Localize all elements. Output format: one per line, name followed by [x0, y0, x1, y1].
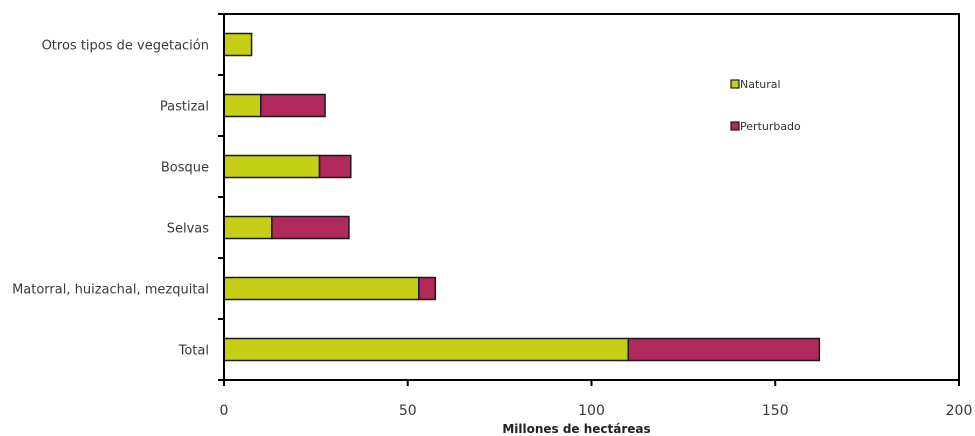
bar-perturbado-4 — [418, 276, 437, 301]
bar-natural-1 — [223, 93, 262, 118]
bar-natural-2 — [223, 154, 321, 179]
x-ticks — [223, 380, 960, 386]
category-label: Pastizal — [160, 100, 209, 115]
bar-natural-5 — [223, 337, 629, 362]
category-label: Selvas — [167, 222, 210, 237]
legend: Natural Perturbado — [730, 78, 801, 133]
category-label: Bosque — [161, 161, 209, 176]
x-tick-label: 50 — [399, 403, 417, 419]
legend-swatch-natural — [730, 79, 740, 89]
legend-label-perturbado: Perturbado — [740, 120, 801, 133]
legend-swatch-perturbado — [730, 121, 740, 131]
category-labels: Otros tipos de vegetación Pastizal Bosque S… — [12, 39, 209, 359]
bar-perturbado-2 — [318, 154, 352, 179]
x-tick-label: 0 — [220, 403, 229, 419]
bar-perturbado-1 — [260, 93, 326, 118]
category-label: Matorral, huizachal, mezquital — [12, 283, 209, 298]
category-label: Otros tipos de vegetación — [42, 39, 209, 54]
bar-perturbado-3 — [271, 215, 350, 240]
x-tick-labels: 0 50 100 150 200 — [220, 403, 973, 419]
y-ticks — [218, 74, 224, 320]
x-tick-label: 200 — [946, 403, 973, 419]
x-tick-label: 100 — [578, 403, 605, 419]
legend-label-natural: Natural — [740, 78, 781, 91]
bars — [223, 32, 821, 362]
x-axis-title: Millones de hectáreas — [502, 422, 650, 436]
bar-natural-4 — [223, 276, 420, 301]
bar-natural-0 — [223, 32, 253, 57]
category-label: Total — [178, 344, 209, 359]
x-tick-label: 150 — [762, 403, 789, 419]
bar-natural-3 — [223, 215, 273, 240]
bar-perturbado-5 — [627, 337, 821, 362]
